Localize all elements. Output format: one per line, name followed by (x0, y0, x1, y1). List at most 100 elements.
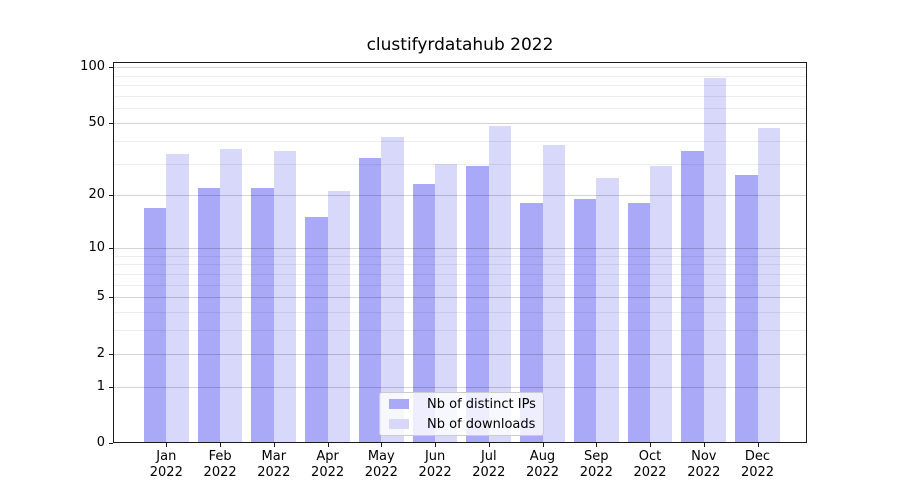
x-tick-year: 2022 (687, 465, 721, 480)
y-axis-tick (109, 443, 113, 444)
x-axis-tick (542, 443, 544, 447)
x-tick-month: Jul (480, 449, 497, 464)
bar-downloads-may (381, 136, 404, 443)
plot-area (113, 62, 807, 443)
bar-distinct-ips-nov (681, 151, 704, 443)
x-axis-tick-label: Apr 2022 (298, 449, 358, 481)
y-axis-tick (109, 195, 113, 197)
x-axis-tick (220, 443, 222, 447)
bar-distinct-ips-feb (197, 187, 221, 443)
x-axis-tick (650, 443, 651, 447)
bar-distinct-ips-oct (627, 203, 651, 443)
x-axis-tick-label: Aug 2022 (513, 449, 573, 481)
bar-downloads-jun (435, 163, 458, 443)
x-axis-tick (757, 443, 759, 447)
bar-distinct-ips-aug (520, 203, 543, 443)
minor-gridline (113, 284, 807, 286)
x-tick-month: Nov (691, 449, 717, 464)
legend-swatch-distinct-ips (389, 399, 409, 409)
major-gridline (113, 247, 807, 249)
x-axis-tick-label: Mar 2022 (244, 449, 304, 481)
x-axis-tick (273, 443, 275, 447)
bar-downloads-jul (488, 126, 512, 443)
minor-gridline (113, 108, 807, 110)
legend-item-downloads: Nb of downloads (389, 416, 536, 433)
y-axis-tick (109, 247, 113, 249)
major-gridline (113, 123, 807, 124)
x-tick-year: 2022 (740, 465, 775, 480)
y-axis-tick-label: 50 (88, 115, 105, 130)
bar-downloads-dec (757, 127, 780, 443)
bar-downloads-apr (327, 191, 350, 443)
minor-gridline (113, 273, 807, 275)
minor-gridline (113, 255, 807, 257)
x-tick-month: Apr (316, 449, 339, 464)
legend-label-distinct-ips: Nb of distinct IPs (427, 396, 536, 412)
x-tick-year: 2022 (257, 465, 291, 480)
minor-gridline (113, 264, 807, 266)
x-tick-month: Mar (261, 449, 287, 464)
y-axis-tick (109, 386, 113, 388)
bar-downloads-aug (542, 144, 565, 443)
x-tick-month: Oct (638, 449, 662, 464)
x-tick-month: Feb (208, 449, 232, 464)
legend: Nb of distinct IPs Nb of downloads (379, 392, 544, 436)
x-tick-year: 2022 (364, 465, 398, 480)
bar-downloads-sep (596, 177, 619, 443)
minor-gridline (113, 85, 807, 87)
y-axis-tick-label: 100 (80, 59, 105, 75)
x-axis-tick (703, 443, 705, 447)
x-axis-tick (381, 443, 383, 447)
bar-distinct-ips-sep (573, 199, 597, 443)
major-gridline (113, 297, 807, 299)
x-axis-tick (435, 443, 437, 447)
x-axis-tick (488, 443, 490, 447)
x-tick-year: 2022 (525, 465, 560, 480)
y-axis-tick-label: 10 (88, 239, 105, 255)
y-axis-tick-label: 2 (96, 345, 105, 361)
bar-downloads-oct (650, 166, 673, 443)
x-axis-tick-label: Jul 2022 (459, 449, 519, 481)
x-axis-tick-label: Dec 2022 (728, 449, 788, 481)
bar-distinct-ips-jul (466, 166, 489, 443)
x-tick-year: 2022 (203, 465, 237, 480)
x-tick-year: 2022 (149, 465, 183, 480)
x-tick-month: Jan (156, 449, 177, 464)
chart-title: clustifyrdatahub 2022 (366, 35, 554, 55)
x-axis-tick (166, 443, 168, 447)
legend-swatch-downloads (389, 419, 409, 429)
major-gridline (113, 67, 807, 69)
y-axis-tick (109, 123, 113, 124)
x-tick-month: Jun (424, 449, 446, 464)
x-axis-tick-label: Jan 2022 (136, 449, 196, 481)
x-tick-month: Dec (744, 449, 771, 464)
bar-distinct-ips-dec (735, 174, 758, 443)
major-gridline (113, 353, 807, 355)
y-axis-tick-label: 5 (96, 289, 105, 305)
y-axis-tick (109, 67, 113, 69)
y-axis-tick-label: 0 (96, 435, 105, 450)
x-axis-tick-label: Jun 2022 (405, 449, 465, 481)
x-tick-year: 2022 (472, 465, 506, 480)
x-tick-year: 2022 (633, 465, 667, 480)
x-axis-tick-label: Sep 2022 (566, 449, 626, 481)
x-tick-month: May (367, 449, 395, 464)
legend-item-distinct-ips: Nb of distinct IPs (389, 396, 536, 413)
x-tick-year: 2022 (418, 465, 452, 480)
bar-downloads-nov (703, 77, 727, 443)
legend-label-downloads: Nb of downloads (427, 416, 536, 432)
x-tick-year: 2022 (579, 465, 613, 480)
x-tick-year: 2022 (311, 465, 345, 480)
minor-gridline (113, 330, 807, 332)
x-axis-tick (327, 443, 329, 447)
x-axis-tick (596, 443, 598, 447)
y-axis-tick-label: 20 (88, 187, 105, 203)
y-axis-tick (109, 297, 113, 299)
x-tick-month: Sep (584, 449, 609, 464)
minor-gridline (113, 75, 807, 77)
minor-gridline (113, 163, 807, 165)
x-tick-month: Aug (529, 449, 556, 464)
y-axis-tick (109, 353, 113, 355)
x-axis-tick-label: May 2022 (351, 449, 411, 481)
